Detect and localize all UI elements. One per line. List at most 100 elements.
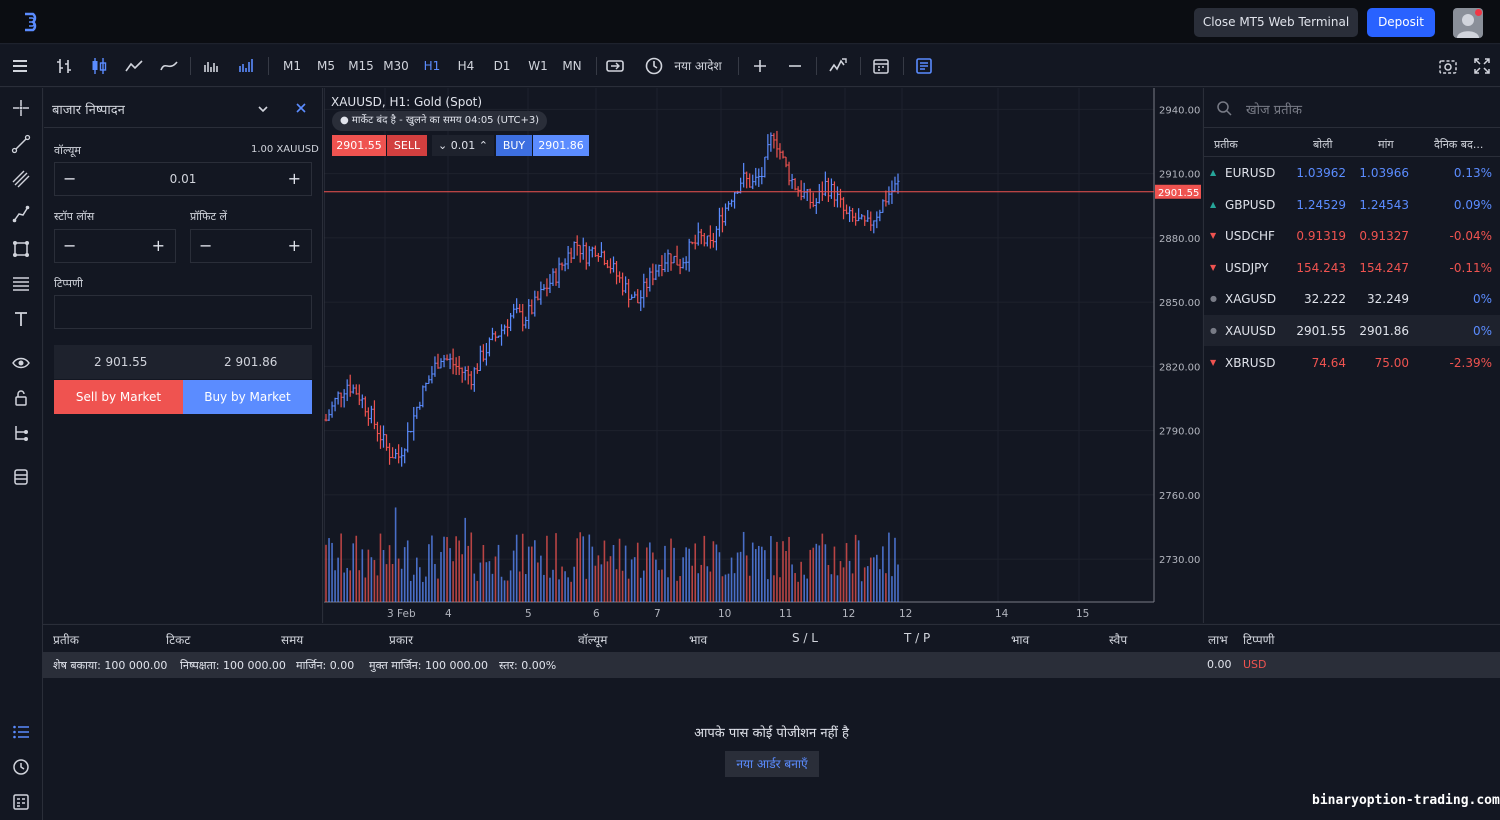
column-daily-change[interactable]: दैनिक बद... (1434, 138, 1484, 151)
column-price[interactable]: भाव (689, 633, 708, 647)
timeframe-d1[interactable]: D1 (493, 59, 511, 73)
line-chart-type-icon[interactable] (124, 56, 144, 76)
timeframe-h1[interactable]: H1 (423, 59, 441, 73)
execution-type-select[interactable]: बाजार निष्पादन (52, 103, 125, 118)
plus-icon[interactable]: + (151, 236, 165, 255)
object-tree-icon[interactable] (11, 423, 31, 443)
comment-input[interactable] (54, 295, 312, 329)
fibonacci-icon[interactable] (11, 274, 31, 294)
chevron-down-icon[interactable] (256, 102, 270, 116)
watchlist-row-gbpusd[interactable]: ▲ GBPUSD 1.24529 1.24543 0.09% (1204, 189, 1500, 220)
timeframe-mn[interactable]: MN (562, 59, 582, 73)
area-chart-type-icon[interactable] (159, 56, 179, 76)
watchlist-row-usdjpy[interactable]: ▼ USDJPY 154.243 154.247 -0.11% (1204, 252, 1500, 283)
history-icon[interactable] (11, 757, 31, 777)
journal-icon[interactable] (11, 792, 31, 812)
y-tick-label: 2790.00 (1159, 427, 1200, 438)
timeframe-m30[interactable]: M30 (383, 59, 409, 73)
close-terminal-button[interactable]: Close MT5 Web Terminal (1194, 8, 1358, 37)
trade-panel: प्रतीक टिकट समय प्रकार वॉल्यूम भाव S / L… (43, 624, 1500, 820)
buy-price-button[interactable]: 2901.86 (533, 135, 589, 156)
menu-icon[interactable] (10, 56, 30, 76)
change-value: 0.13% (1453, 166, 1492, 180)
chevron-down-icon[interactable]: ⌄ (438, 139, 448, 152)
column-bid[interactable]: बोली (1313, 138, 1333, 151)
fullscreen-icon[interactable] (1472, 56, 1492, 76)
deposit-button[interactable]: Deposit (1367, 8, 1435, 37)
column-symbol[interactable]: प्रतीक (1214, 138, 1238, 151)
calendar-icon[interactable] (871, 56, 891, 76)
watchlist-row-xbrusd[interactable]: ▼ XBRUSD 74.64 75.00 -2.39% (1204, 347, 1500, 378)
timeframe-m5[interactable]: M5 (317, 59, 335, 73)
volume-stepper[interactable]: − 0.01 + (54, 162, 312, 196)
volume-value[interactable]: 0.01 (169, 172, 197, 186)
buy-by-market-button[interactable]: Buy by Market (183, 380, 312, 414)
order-panel-icon[interactable] (914, 56, 934, 76)
plus-icon[interactable]: + (287, 236, 301, 255)
timeframe-m15[interactable]: M15 (348, 59, 374, 73)
sell-price-button[interactable]: 2901.55 (332, 135, 386, 156)
sell-button[interactable]: SELL (387, 135, 427, 156)
watchlist-row-xagusd[interactable]: ● XAGUSD 32.222 32.249 0% (1204, 283, 1500, 314)
indicators-icon[interactable] (828, 56, 848, 76)
rectangle-icon[interactable] (11, 239, 31, 259)
timeframe-h4[interactable]: H4 (457, 59, 475, 73)
column-profit[interactable]: लाभ (1208, 633, 1228, 647)
column-current-price[interactable]: भाव (1011, 633, 1030, 647)
chart-canvas[interactable]: 2940.00 2910.00 2880.00 2850.00 2820.00 2790.… (324, 88, 1202, 623)
parallel-channel-icon[interactable] (11, 169, 31, 189)
column-swap[interactable]: स्वैप (1109, 633, 1128, 647)
column-sl[interactable]: S / L (792, 631, 818, 645)
column-ask[interactable]: मांग (1378, 138, 1394, 151)
stop-loss-stepper[interactable]: − + (54, 229, 176, 263)
plus-icon[interactable]: + (287, 169, 301, 188)
zoom-out-icon[interactable] (785, 56, 805, 76)
one-click-trading-icon[interactable] (605, 56, 625, 76)
clock-icon[interactable] (644, 56, 664, 76)
minus-icon[interactable]: − (63, 169, 77, 188)
pitchfork-icon[interactable] (11, 204, 31, 224)
column-comment[interactable]: टिप्पणी (1243, 633, 1275, 647)
symbol-search[interactable]: खोज प्रतीक (1204, 88, 1500, 128)
zoom-in-icon[interactable] (750, 56, 770, 76)
create-new-order-button[interactable]: नया आर्डर बनाएँ (725, 751, 819, 777)
watchlist-row-xauusd[interactable]: ● XAUUSD 2901.55 2901.86 0% (1204, 315, 1500, 346)
timeframe-w1[interactable]: W1 (528, 59, 548, 73)
quantity-value[interactable]: 0.01 (450, 139, 476, 152)
column-tp[interactable]: T / P (904, 631, 931, 645)
lock-icon[interactable] (11, 388, 31, 408)
price-chart[interactable]: 2940.00 2910.00 2880.00 2850.00 2820.00 2790.… (324, 88, 1202, 623)
text-icon[interactable] (11, 309, 31, 329)
column-type[interactable]: प्रकार (389, 633, 414, 647)
trade-list-icon[interactable] (11, 722, 31, 742)
bar-chart-type-icon[interactable] (54, 56, 74, 76)
candle-chart-type-icon[interactable] (89, 56, 109, 76)
eye-icon[interactable] (11, 353, 31, 373)
close-icon[interactable] (294, 101, 308, 115)
minus-icon[interactable]: − (199, 236, 213, 255)
database-icon[interactable] (11, 467, 31, 487)
crosshair-icon[interactable] (11, 98, 31, 118)
tick-volume-icon[interactable] (236, 56, 256, 76)
take-profit-stepper[interactable]: − + (190, 229, 312, 263)
trend-line-icon[interactable] (11, 134, 31, 154)
ask-value: 75.00 (1374, 355, 1409, 370)
buy-button[interactable]: BUY (496, 135, 532, 156)
column-volume[interactable]: वॉल्यूम (578, 633, 608, 647)
minus-icon[interactable]: − (63, 236, 77, 255)
column-ticket[interactable]: टिकट (166, 633, 191, 647)
column-symbol[interactable]: प्रतीक (53, 633, 79, 647)
search-input[interactable]: खोज प्रतीक (1246, 103, 1302, 118)
volume-icon[interactable] (201, 56, 221, 76)
ask-value: 1.03966 (1359, 166, 1409, 180)
new-order-toolbar-button[interactable]: नया आदेश (674, 59, 722, 73)
timeframe-m1[interactable]: M1 (283, 59, 301, 73)
chevron-up-icon[interactable]: ⌃ (478, 139, 488, 152)
sell-by-market-button[interactable]: Sell by Market (54, 380, 183, 414)
volume-unit: 1.00 XAUUSD (251, 144, 319, 155)
watchlist-row-usdchf[interactable]: ▼ USDCHF 0.91319 0.91327 -0.04% (1204, 220, 1500, 251)
quantity-stepper[interactable]: ⌄ 0.01 ⌃ (432, 135, 494, 156)
screenshot-icon[interactable] (1438, 56, 1458, 76)
column-time[interactable]: समय (281, 633, 304, 647)
watchlist-row-eurusd[interactable]: ▲ EURUSD 1.03962 1.03966 0.13% (1204, 157, 1500, 188)
